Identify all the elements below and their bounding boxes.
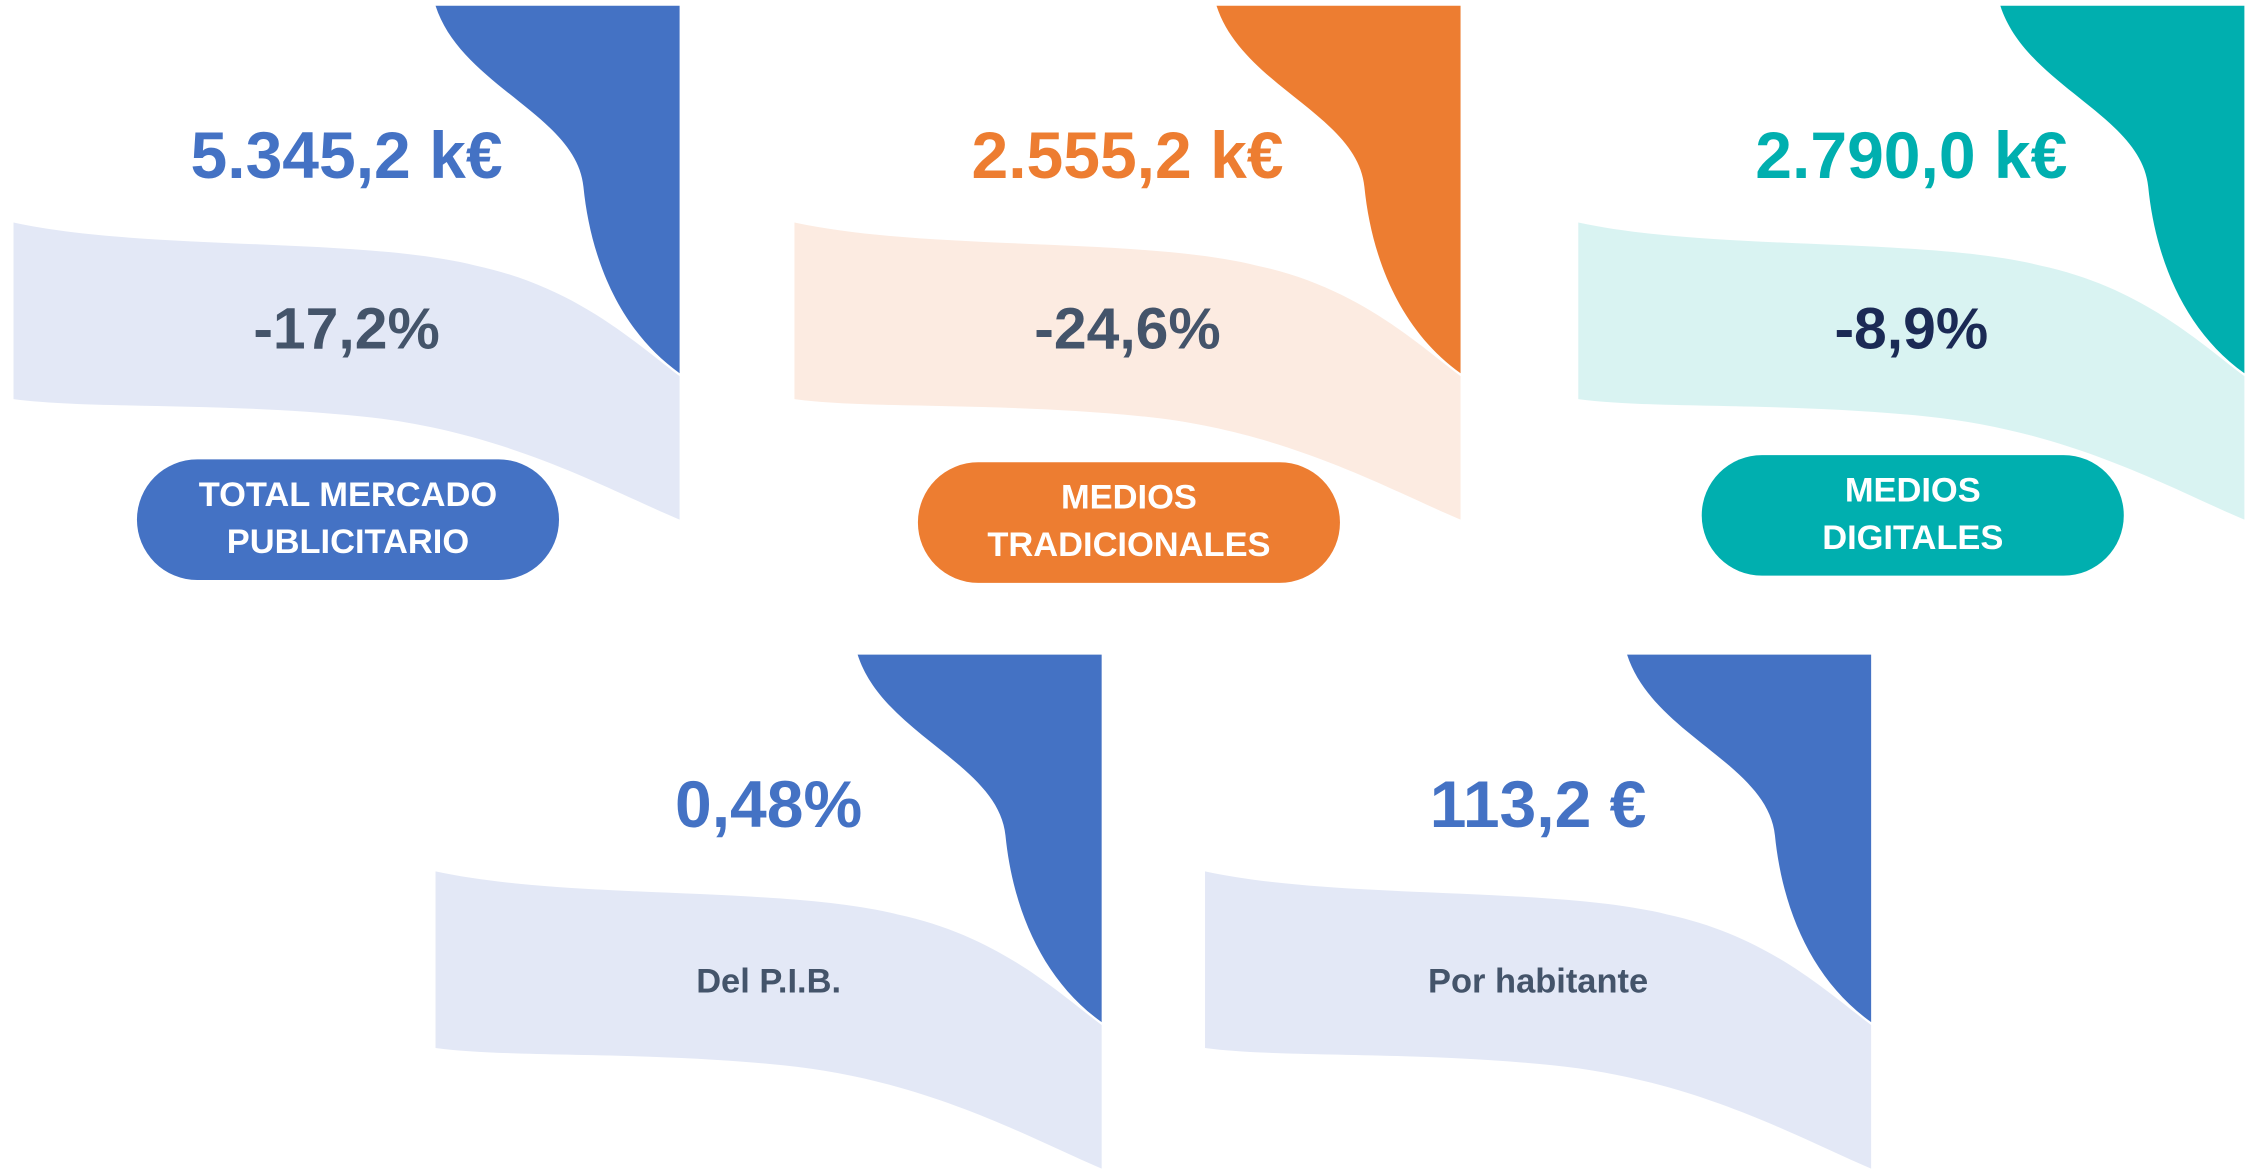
card-value: 2.555,2 k€ <box>971 118 1283 192</box>
card-corner <box>2000 5 2245 374</box>
card-pill <box>1701 455 2124 576</box>
card-pill-label: DIGITALES <box>1822 519 2003 557</box>
card: 113,2 € Por habitante <box>1205 654 1872 1169</box>
card-value: 2.790,0 k€ <box>1755 118 2067 192</box>
card-change: -8,9% <box>1834 297 1988 362</box>
card-pill-label: MEDIOS <box>1845 471 1981 509</box>
card: 5.345,2 k€ -17,2% TOTAL MERCADO PUBLICITARI… <box>13 5 680 580</box>
card-value: 113,2 € <box>1430 767 1647 841</box>
card-caption: Del P.I.B. <box>696 962 841 1000</box>
card-corner <box>435 5 680 374</box>
card-value: 0,48% <box>675 767 862 841</box>
card-band <box>13 222 680 520</box>
card-change: -24,6% <box>1034 297 1220 362</box>
card-pill-label: PUBLICITARIO <box>227 523 469 561</box>
card-caption: Por habitante <box>1428 962 1648 1000</box>
card-pill <box>136 459 560 580</box>
card-change: -17,2% <box>253 297 439 362</box>
card-band <box>1578 222 2245 520</box>
card-band <box>794 222 1461 520</box>
card-band <box>435 871 1102 1169</box>
card-pill-label: MEDIOS <box>1061 479 1197 517</box>
card-pill-label: TOTAL MERCADO <box>199 476 497 514</box>
card: 2.555,2 k€ -24,6% MEDIOS TRADICIONALES <box>794 5 1461 583</box>
card-pill-label: TRADICIONALES <box>987 526 1270 564</box>
card-value: 5.345,2 k€ <box>191 118 503 192</box>
card-band <box>1205 871 1872 1169</box>
card: 0,48% Del P.I.B. <box>435 654 1102 1169</box>
card-pill <box>917 462 1340 583</box>
card-corner <box>857 654 1102 1023</box>
card: 2.790,0 k€ -8,9% MEDIOS DIGITALES <box>1578 5 2245 576</box>
card-corner <box>1216 5 1461 374</box>
card-corner <box>1627 654 1872 1023</box>
